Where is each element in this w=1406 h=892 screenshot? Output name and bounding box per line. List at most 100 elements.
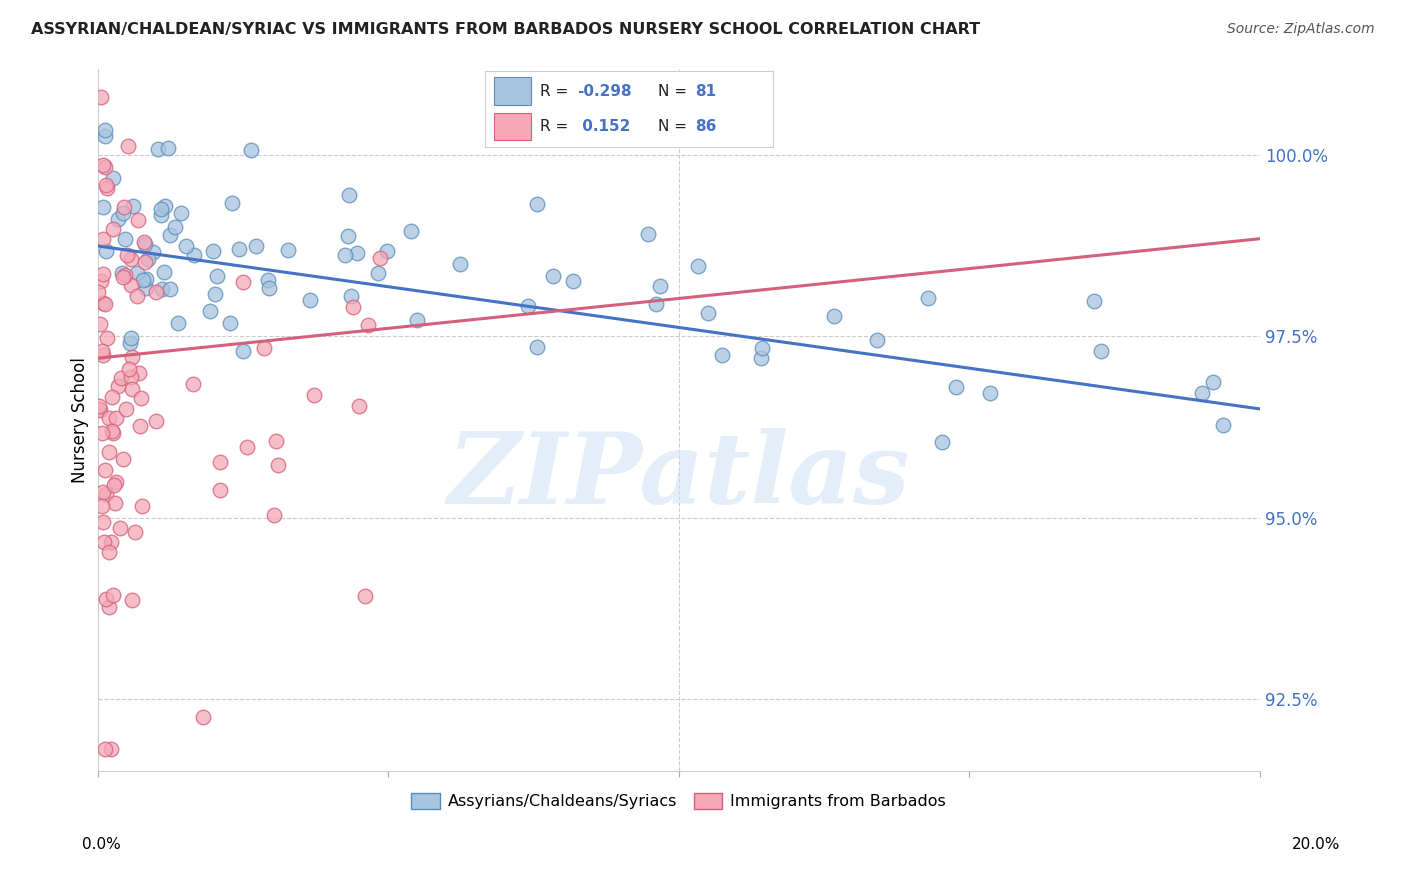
- Point: [263, 508, 285, 523]
- Point: [221, 195, 243, 210]
- Point: [105, 475, 128, 489]
- Point: [302, 388, 325, 402]
- Text: N =: N =: [658, 84, 692, 99]
- Point: [134, 255, 156, 269]
- Point: [118, 361, 141, 376]
- Point: [208, 483, 231, 498]
- Point: [267, 458, 290, 472]
- Point: [167, 317, 190, 331]
- Point: [90, 274, 112, 288]
- Point: [110, 267, 132, 281]
- Point: [100, 742, 122, 756]
- Point: [125, 289, 148, 303]
- Point: [191, 710, 214, 724]
- Point: [277, 244, 299, 258]
- Point: [1212, 418, 1234, 433]
- Point: [111, 452, 134, 467]
- Point: [96, 180, 118, 194]
- Point: [132, 273, 155, 287]
- Point: [94, 178, 117, 192]
- Point: [100, 535, 122, 549]
- Point: [100, 424, 122, 438]
- Bar: [494, 113, 531, 140]
- Point: [135, 281, 157, 295]
- Point: [93, 296, 115, 310]
- Point: [562, 274, 585, 288]
- Text: 20.0%: 20.0%: [1292, 838, 1340, 852]
- Point: [122, 199, 145, 213]
- Point: [112, 200, 135, 214]
- Point: [93, 297, 115, 311]
- Point: [107, 379, 129, 393]
- Point: [128, 366, 150, 380]
- Point: [866, 333, 889, 347]
- Point: [87, 399, 110, 413]
- Point: [103, 588, 125, 602]
- Point: [346, 245, 368, 260]
- Point: [91, 425, 114, 440]
- Point: [157, 141, 180, 155]
- Point: [170, 206, 193, 220]
- Point: [152, 265, 174, 279]
- Point: [526, 340, 548, 354]
- Point: [202, 244, 225, 258]
- Point: [131, 499, 153, 513]
- Point: [136, 252, 159, 267]
- Point: [97, 444, 120, 458]
- Point: [97, 545, 120, 559]
- Point: [93, 267, 115, 281]
- Text: 0.0%: 0.0%: [82, 838, 121, 852]
- Point: [347, 399, 370, 413]
- Point: [183, 248, 205, 262]
- Legend: Assyrians/Chaldeans/Syriacs, Immigrants from Barbados: Assyrians/Chaldeans/Syriacs, Immigrants …: [405, 787, 952, 816]
- Point: [104, 410, 127, 425]
- Point: [145, 285, 167, 300]
- Point: [124, 525, 146, 540]
- Text: ZIPatlas: ZIPatlas: [447, 428, 910, 524]
- Point: [931, 435, 953, 450]
- Point: [120, 331, 142, 345]
- Point: [711, 348, 734, 362]
- Point: [541, 269, 564, 284]
- Point: [648, 279, 671, 293]
- Point: [90, 344, 112, 359]
- Point: [245, 239, 267, 253]
- Point: [93, 129, 115, 144]
- Point: [644, 297, 666, 311]
- Point: [342, 300, 364, 314]
- Point: [125, 266, 148, 280]
- Point: [94, 160, 117, 174]
- Point: [110, 371, 132, 385]
- Point: [696, 306, 718, 320]
- Point: [111, 205, 134, 219]
- Point: [91, 158, 114, 172]
- Point: [98, 600, 121, 615]
- Point: [94, 592, 117, 607]
- Point: [94, 487, 117, 501]
- Point: [103, 478, 125, 492]
- Point: [127, 213, 149, 227]
- Point: [257, 273, 280, 287]
- Point: [526, 197, 548, 211]
- Point: [91, 232, 114, 246]
- Point: [114, 401, 136, 416]
- Text: -0.298: -0.298: [578, 84, 631, 99]
- Point: [114, 268, 136, 282]
- Point: [91, 516, 114, 530]
- Point: [368, 251, 391, 265]
- Point: [236, 440, 259, 454]
- Point: [1090, 343, 1112, 358]
- Point: [90, 90, 112, 104]
- Point: [120, 370, 142, 384]
- Point: [128, 419, 150, 434]
- Point: [367, 266, 389, 280]
- Point: [101, 171, 124, 186]
- Point: [93, 742, 115, 756]
- Point: [120, 278, 142, 293]
- Point: [159, 282, 181, 296]
- Point: [87, 401, 110, 416]
- Point: [91, 499, 114, 513]
- Point: [340, 289, 363, 303]
- Point: [87, 285, 110, 299]
- Text: N =: N =: [658, 120, 692, 134]
